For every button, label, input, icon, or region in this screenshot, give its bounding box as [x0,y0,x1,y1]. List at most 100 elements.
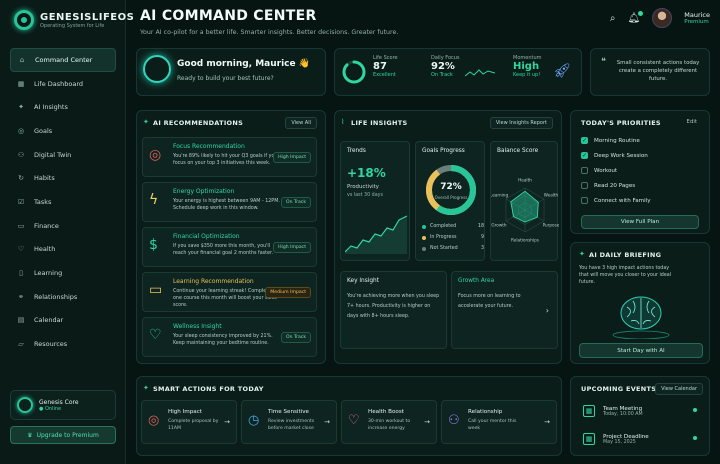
life-score-ring-fill [342,60,366,84]
bell-icon[interactable]: 🔔︎ [628,10,644,24]
sidebar-item-health[interactable]: ♡ Health [10,238,116,262]
action-desc: 30-min workout to increase energy [368,419,411,431]
heart-icon: ♡ [348,413,360,428]
sidebar-item-label: Life Dashboard [34,79,84,88]
sidebar-item-life-dashboard[interactable]: ▦ Life Dashboard [10,72,116,96]
calendar-icon: ▤ [17,316,25,325]
checkbox-checked[interactable]: ✓ [581,152,588,159]
priority-item[interactable]: ✓ Morning Routine [581,137,640,144]
stat-sub: On Track [431,72,453,78]
sidebar-item-ai-insights[interactable]: ✦ AI Insights [10,95,116,119]
checkbox-checked[interactable]: ✓ [581,137,588,144]
priority-item[interactable]: Connect with Family [581,197,651,204]
view-calendar-button[interactable]: View Calendar [655,383,703,395]
chevron-right-icon: › [545,306,549,315]
priority-label: Workout [594,167,618,174]
clock-icon: ◷ [248,413,260,428]
brand-logo[interactable]: GENESISLIFEOS Operating System for Life [14,10,134,30]
sidebar-item-learning[interactable]: ▯ Learning [10,261,116,285]
smart-action-card[interactable]: ◷ Time Sensitive Review investments befo… [241,400,337,444]
legend-value: 3 [480,246,484,251]
legend-in-progress: In Progress 9 [422,235,484,240]
trends-card[interactable]: Trends +18% Productivity vs last 30 days [340,141,410,261]
life-score-stat: Life Score 87 Excellent [373,55,398,78]
start-day-with-ai-button[interactable]: Start Day with AI [579,343,703,358]
home-icon: ⌂ [19,55,25,64]
view-all-button[interactable]: View All [285,117,317,129]
balance-score-card[interactable]: Balance Score Health Wealth Purpose Relatio… [490,141,559,261]
smart-action-card[interactable]: ◎ High Impact Complete proposal by 11AM … [141,400,237,444]
smart-action-card[interactable]: ♡ Health Boost 30-min workout to increas… [341,400,437,444]
sidebar-item-finance[interactable]: ▭ Finance [10,214,116,238]
checkbox[interactable] [581,167,588,174]
impact-tag: High Impact [273,242,311,253]
checkbox[interactable] [581,182,588,189]
trend-line-chart [345,215,407,254]
radar-axis-label: Health [518,178,532,183]
logo-icon [14,10,34,30]
avatar[interactable] [652,8,673,28]
upgrade-label: Upgrade to Premium [36,431,99,439]
upcoming-events-panel: UPCOMING EVENTS View Calendar ▦ Team Mee… [570,376,710,456]
recommendation-desc: Your sleep consistency improved by 21%. … [173,334,273,346]
pulse-icon: ⌇ [341,118,345,126]
user-menu[interactable]: Maurice Premium [684,11,710,25]
action-title: Health Boost [368,409,404,415]
stat-label: Momentum [513,55,542,61]
stats-card: Life Score 87 Excellent Daily Focus 92% … [334,48,582,96]
legend-swatch [422,235,426,240]
event-status-dot [693,408,697,412]
sidebar-item-digital-twin[interactable]: ⚇ Digital Twin [10,143,116,167]
trends-value: +18% [347,166,386,180]
ai-recommendations-panel: ✦ AI RECOMMENDATIONS View All ◎ Focus Re… [136,110,326,364]
action-title: Relationship [468,409,503,415]
event-item[interactable]: ▦ Team Meeting Today, 10:00 AM [577,399,703,423]
key-insight-card[interactable]: Key Insight You're achieving more when y… [340,271,447,349]
panel-title: AI DAILY BRIEFING [589,251,662,259]
growth-area-card[interactable]: Growth Area Focus more on learning to ac… [451,271,558,349]
sidebar-item-label: Tasks [34,197,52,206]
view-insights-report-button[interactable]: View Insights Report [489,117,553,129]
action-desc: Review investments before market close [268,419,315,431]
recommendation-card[interactable]: $ Financial Optimization If you save $35… [142,227,317,267]
upgrade-button[interactable]: ♛ Upgrade to Premium [10,426,116,444]
daily-focus-stat: Daily Focus 92% On Track [431,55,460,78]
panel-title: SMART ACTIONS FOR TODAY [153,385,264,393]
recommendation-card[interactable]: ♡ Wellness Insight Your sleep consistenc… [142,317,317,357]
sidebar-item-calendar[interactable]: ▤ Calendar [10,309,116,333]
ai-daily-briefing-panel: ✦ AI DAILY BRIEFING You have 3 high impa… [570,242,710,364]
edit-priorities-link[interactable]: Edit [686,119,697,125]
sidebar-item-label: Relationships [34,292,78,301]
sidebar-item-label: Goals [34,126,53,135]
notification-badge [638,10,644,16]
recommendation-card[interactable]: ϟ Energy Optimization Your energy is hig… [142,182,317,222]
priority-item[interactable]: Workout [581,167,617,174]
recommendation-desc: Continue your learning streak! Completin… [173,289,277,308]
search-icon[interactable]: ⌕ [609,12,616,24]
core-orb-icon [17,397,33,413]
smart-action-card[interactable]: ⚇ Relationship Call your mentor this wee… [441,400,557,444]
event-item[interactable]: ▦ Project Deadline May 15, 2025 [577,427,703,451]
sidebar-item-habits[interactable]: ↻ Habits [10,166,116,190]
sidebar-item-label: Resources [34,340,68,349]
recommendation-card[interactable]: ◎ Focus Recommendation You're 89% likely… [142,137,317,177]
view-full-plan-button[interactable]: View Full Plan [581,215,699,229]
genesis-core-status[interactable]: Genesis Core ● Online [10,390,116,420]
sidebar-item-goals[interactable]: ◎ Goals [10,119,116,143]
impact-tag: Medium Impact [265,287,311,298]
checkbox[interactable] [581,197,588,204]
sidebar-item-label: Digital Twin [34,150,72,159]
goals-title: Goals Progress [422,148,465,154]
sidebar-item-command-center[interactable]: ⌂ Command Center [10,48,116,72]
event-status-dot [693,436,697,440]
sidebar-item-resources[interactable]: ▱ Resources [10,332,116,356]
goals-progress-card[interactable]: Goals Progress 72% Overall Progress Comp… [415,141,485,261]
sidebar-item-tasks[interactable]: ☑ Tasks [10,190,116,214]
sidebar-item-label: Command Center [35,55,93,64]
priority-item[interactable]: ✓ Deep Work Session [581,152,648,159]
priority-item[interactable]: Read 20 Pages [581,182,635,189]
core-status: ● Online [39,405,62,412]
recommendation-card[interactable]: ▭ Learning Recommendation Continue your … [142,272,317,312]
sidebar-item-relationships[interactable]: ⚭ Relationships [10,285,116,309]
legend-swatch [422,246,426,251]
